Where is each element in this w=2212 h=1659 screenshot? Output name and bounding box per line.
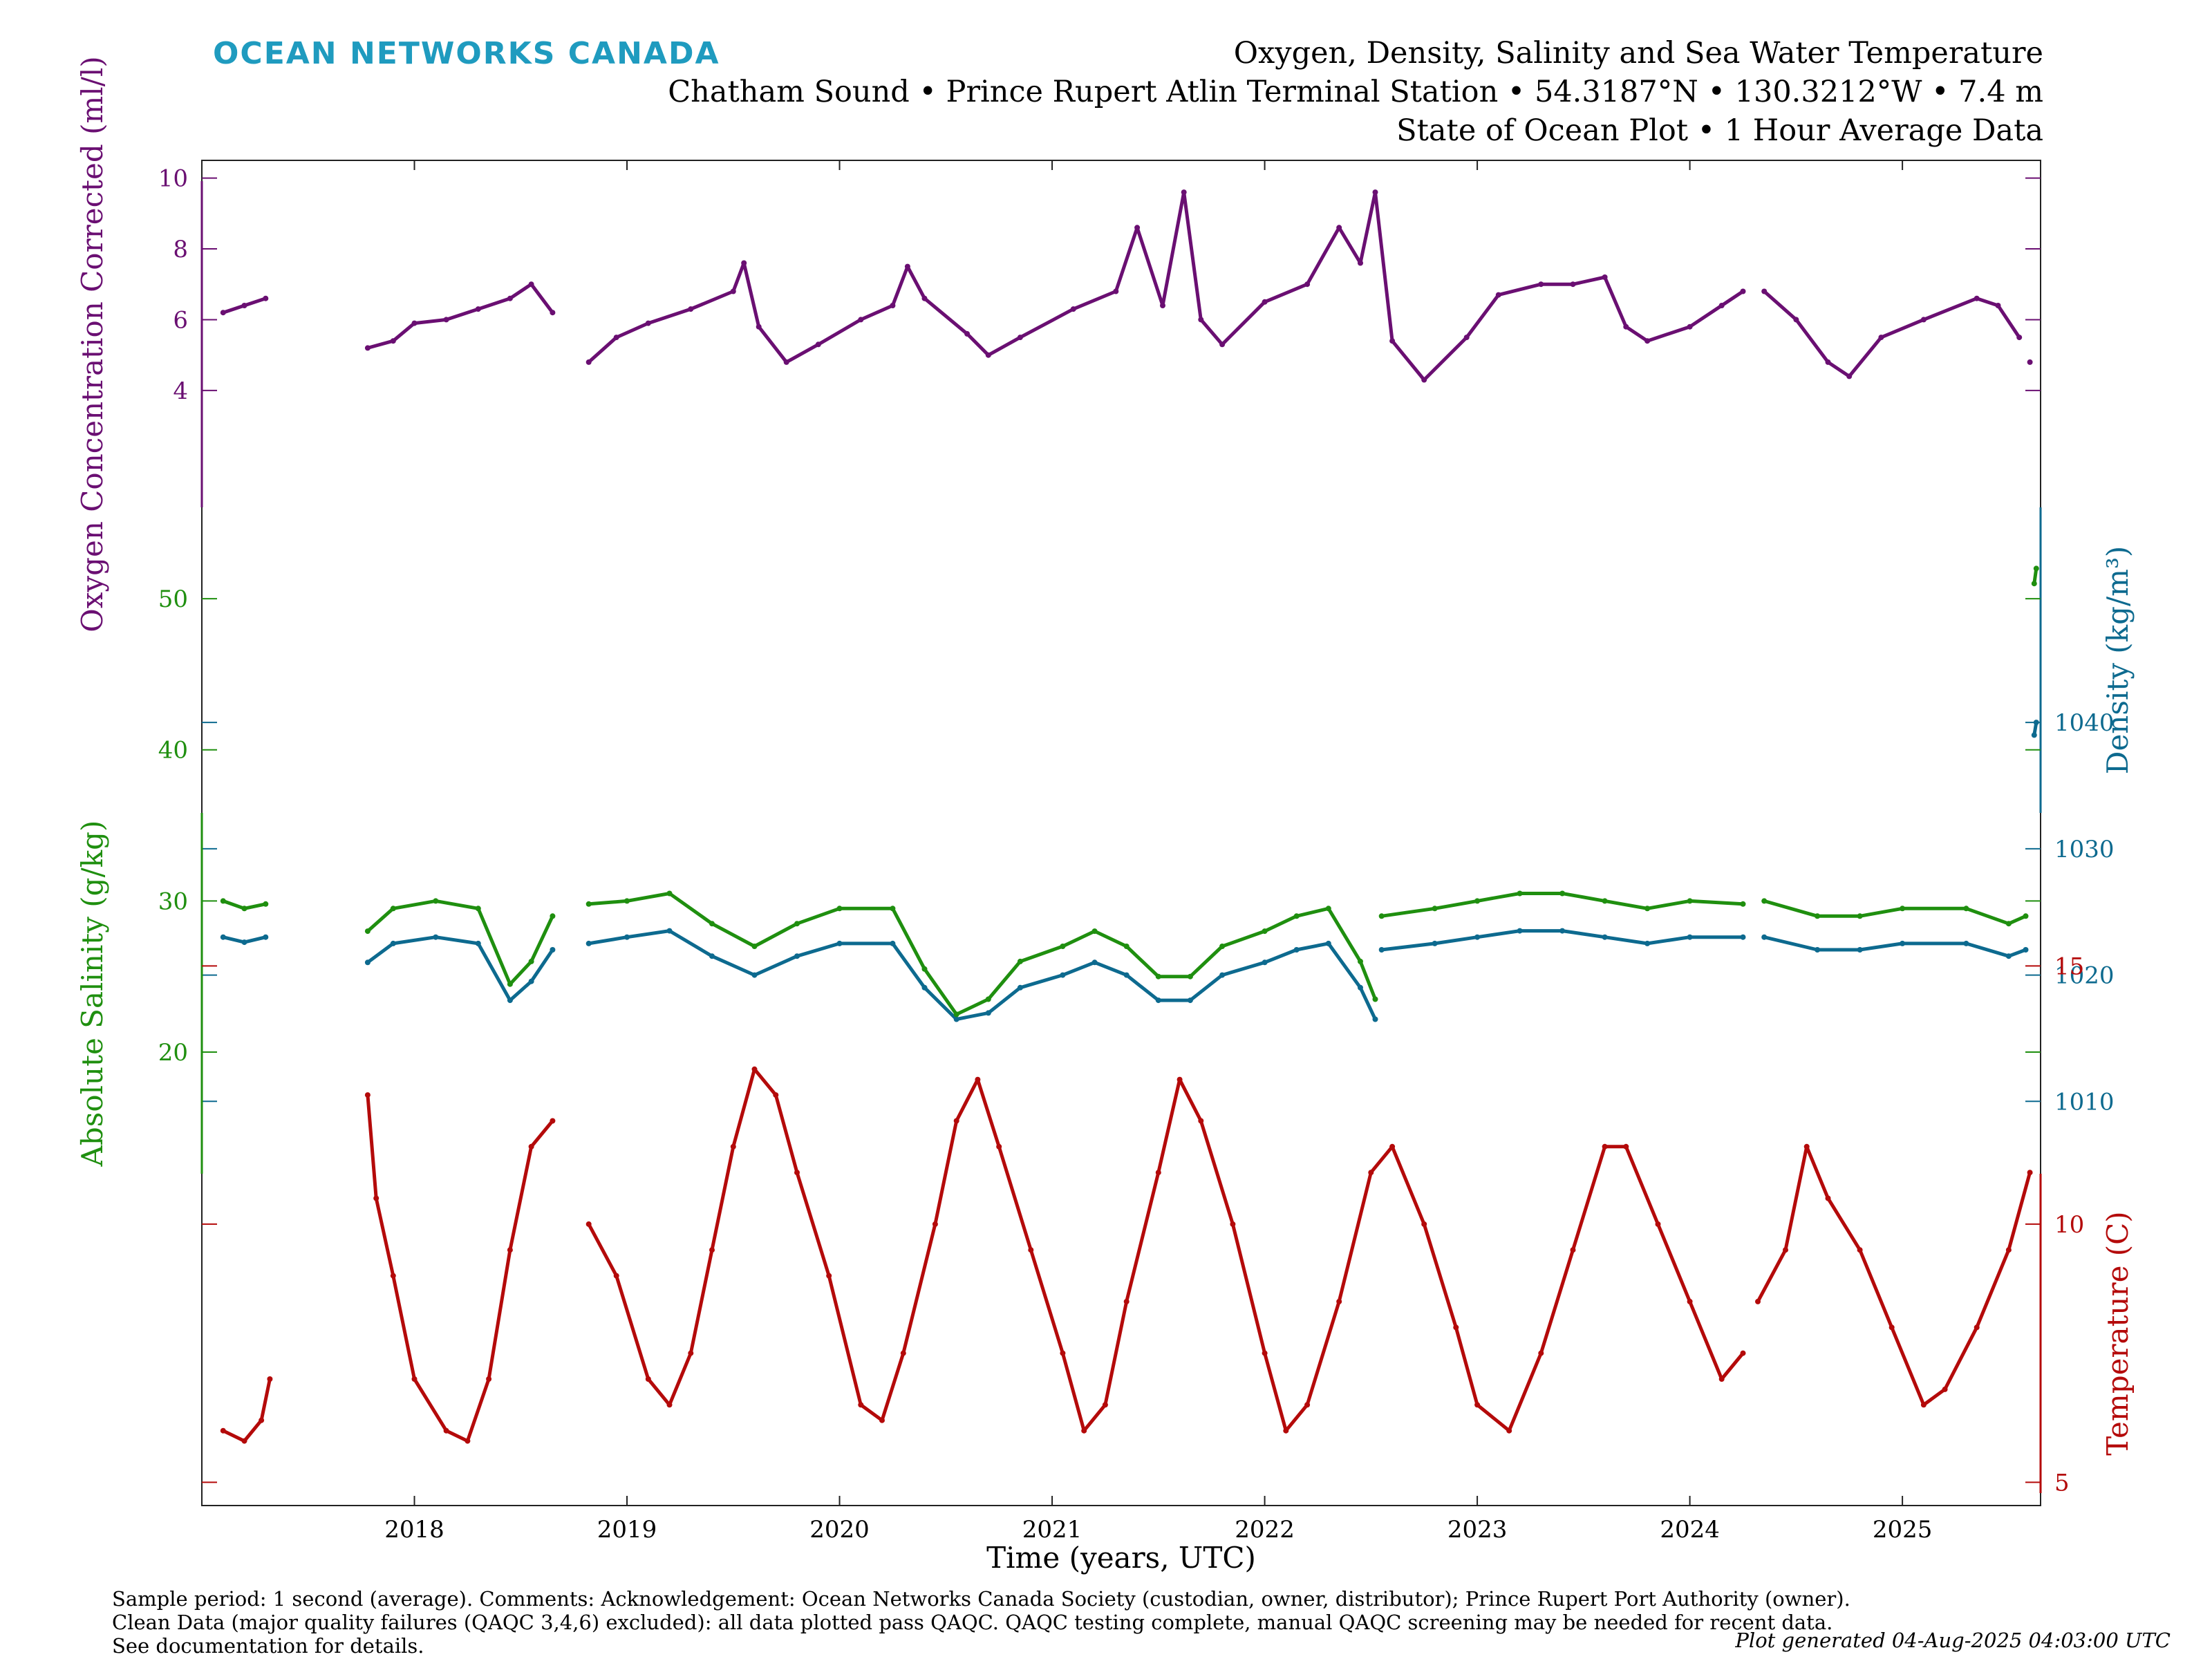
- series-line-segment: [587, 190, 1745, 382]
- series-line-segment: [1756, 1145, 2032, 1407]
- series-line-segment: [221, 935, 268, 944]
- series-line-segment: [221, 297, 268, 315]
- series-line-segment: [2032, 720, 2038, 737]
- series-line-segment: [2032, 566, 2038, 585]
- plot-frame: [201, 160, 2041, 1506]
- series-line-segment: [587, 1067, 1745, 1433]
- y-tick-label: 1020: [2054, 962, 2115, 990]
- x-tick-label: 2024: [1660, 1516, 1720, 1544]
- x-tick-label: 2018: [384, 1516, 444, 1544]
- series-line-segment: [366, 899, 554, 986]
- chart-subtitle-plot-type: State of Ocean Plot • 1 Hour Average Dat…: [1396, 113, 2043, 148]
- y-tick-label: 6: [173, 306, 188, 334]
- x-tick-label: 2022: [1235, 1516, 1295, 1544]
- plot-generated-timestamp: Plot generated 04-Aug-2025 04:03:00 UTC: [1735, 1629, 2171, 1652]
- y-tick-label: 4: [173, 377, 188, 405]
- chart-subtitle-location: Chatham Sound • Prince Rupert Atlin Term…: [668, 75, 2043, 109]
- series-line-segment: [366, 935, 554, 1002]
- y-tick-label: 30: [158, 888, 188, 915]
- y-axis-label: Density (kg/m³): [2101, 546, 2135, 774]
- series-line-segment: [1762, 290, 2021, 378]
- series-line-segment: [221, 1377, 272, 1443]
- footer-line: See documentation for details.: [112, 1634, 424, 1658]
- series-group-2: 20 30 40 50 Absolute Salinity (g/kg): [75, 565, 2041, 1174]
- footer-line: Sample period: 1 second (average). Comme…: [112, 1587, 1850, 1611]
- series-line-segment: [1762, 899, 2027, 926]
- data-point: [2027, 359, 2033, 365]
- series-line-segment: [366, 1093, 554, 1443]
- x-tick-label: 2020: [809, 1516, 870, 1544]
- y-tick-label: 40: [158, 737, 188, 765]
- y-tick-label: 10: [158, 165, 188, 193]
- series-line-segment: [221, 899, 268, 910]
- series-group-3: 5 10 15 Temperature (C): [202, 953, 2135, 1497]
- y-tick-label: 5: [2054, 1469, 2070, 1497]
- x-tick-label: 2021: [1022, 1516, 1082, 1544]
- series-line-segment: [1762, 935, 2027, 958]
- y-tick-label: 50: [158, 585, 188, 613]
- series-line-segment: [366, 282, 554, 350]
- x-tick-label: 2019: [597, 1516, 657, 1544]
- series-line-segment: [1380, 929, 1745, 952]
- series-group-0: 4 6 8 10 Oxygen Concentration Corrected (ml/…: [75, 56, 2041, 632]
- footer-line: Clean Data (major quality failures (QAQC…: [112, 1611, 1833, 1634]
- y-tick-label: 15: [2054, 953, 2084, 980]
- series-line-segment: [1380, 892, 1745, 918]
- y-tick-label: 8: [173, 236, 188, 263]
- x-tick-label: 2023: [1447, 1516, 1508, 1544]
- y-axis-label: Temperature (C): [2101, 1211, 2135, 1455]
- ocean-networks-canada-logo: OCEAN NETWORKS CANADA: [213, 36, 720, 71]
- x-axis-label: Time (years, UTC): [986, 1541, 1256, 1575]
- y-tick-label: 20: [158, 1039, 188, 1067]
- y-axis-label: Oxygen Concentration Corrected (ml/l): [75, 56, 109, 632]
- y-tick-label: 10: [2054, 1211, 2084, 1239]
- y-axis-label: Absolute Salinity (g/kg): [75, 821, 109, 1168]
- series-line-segment: [587, 892, 1377, 1016]
- y-tick-label: 1010: [2054, 1088, 2115, 1116]
- x-tick-label: 2025: [1873, 1516, 1933, 1544]
- y-tick-label: 1040: [2054, 709, 2115, 737]
- chart-footer-notes: Sample period: 1 second (average). Comme…: [112, 1587, 1850, 1658]
- chart-title: Oxygen, Density, Salinity and Sea Water …: [1233, 36, 2043, 71]
- y-tick-label: 1030: [2054, 836, 2115, 863]
- series-line-segment: [587, 929, 1377, 1021]
